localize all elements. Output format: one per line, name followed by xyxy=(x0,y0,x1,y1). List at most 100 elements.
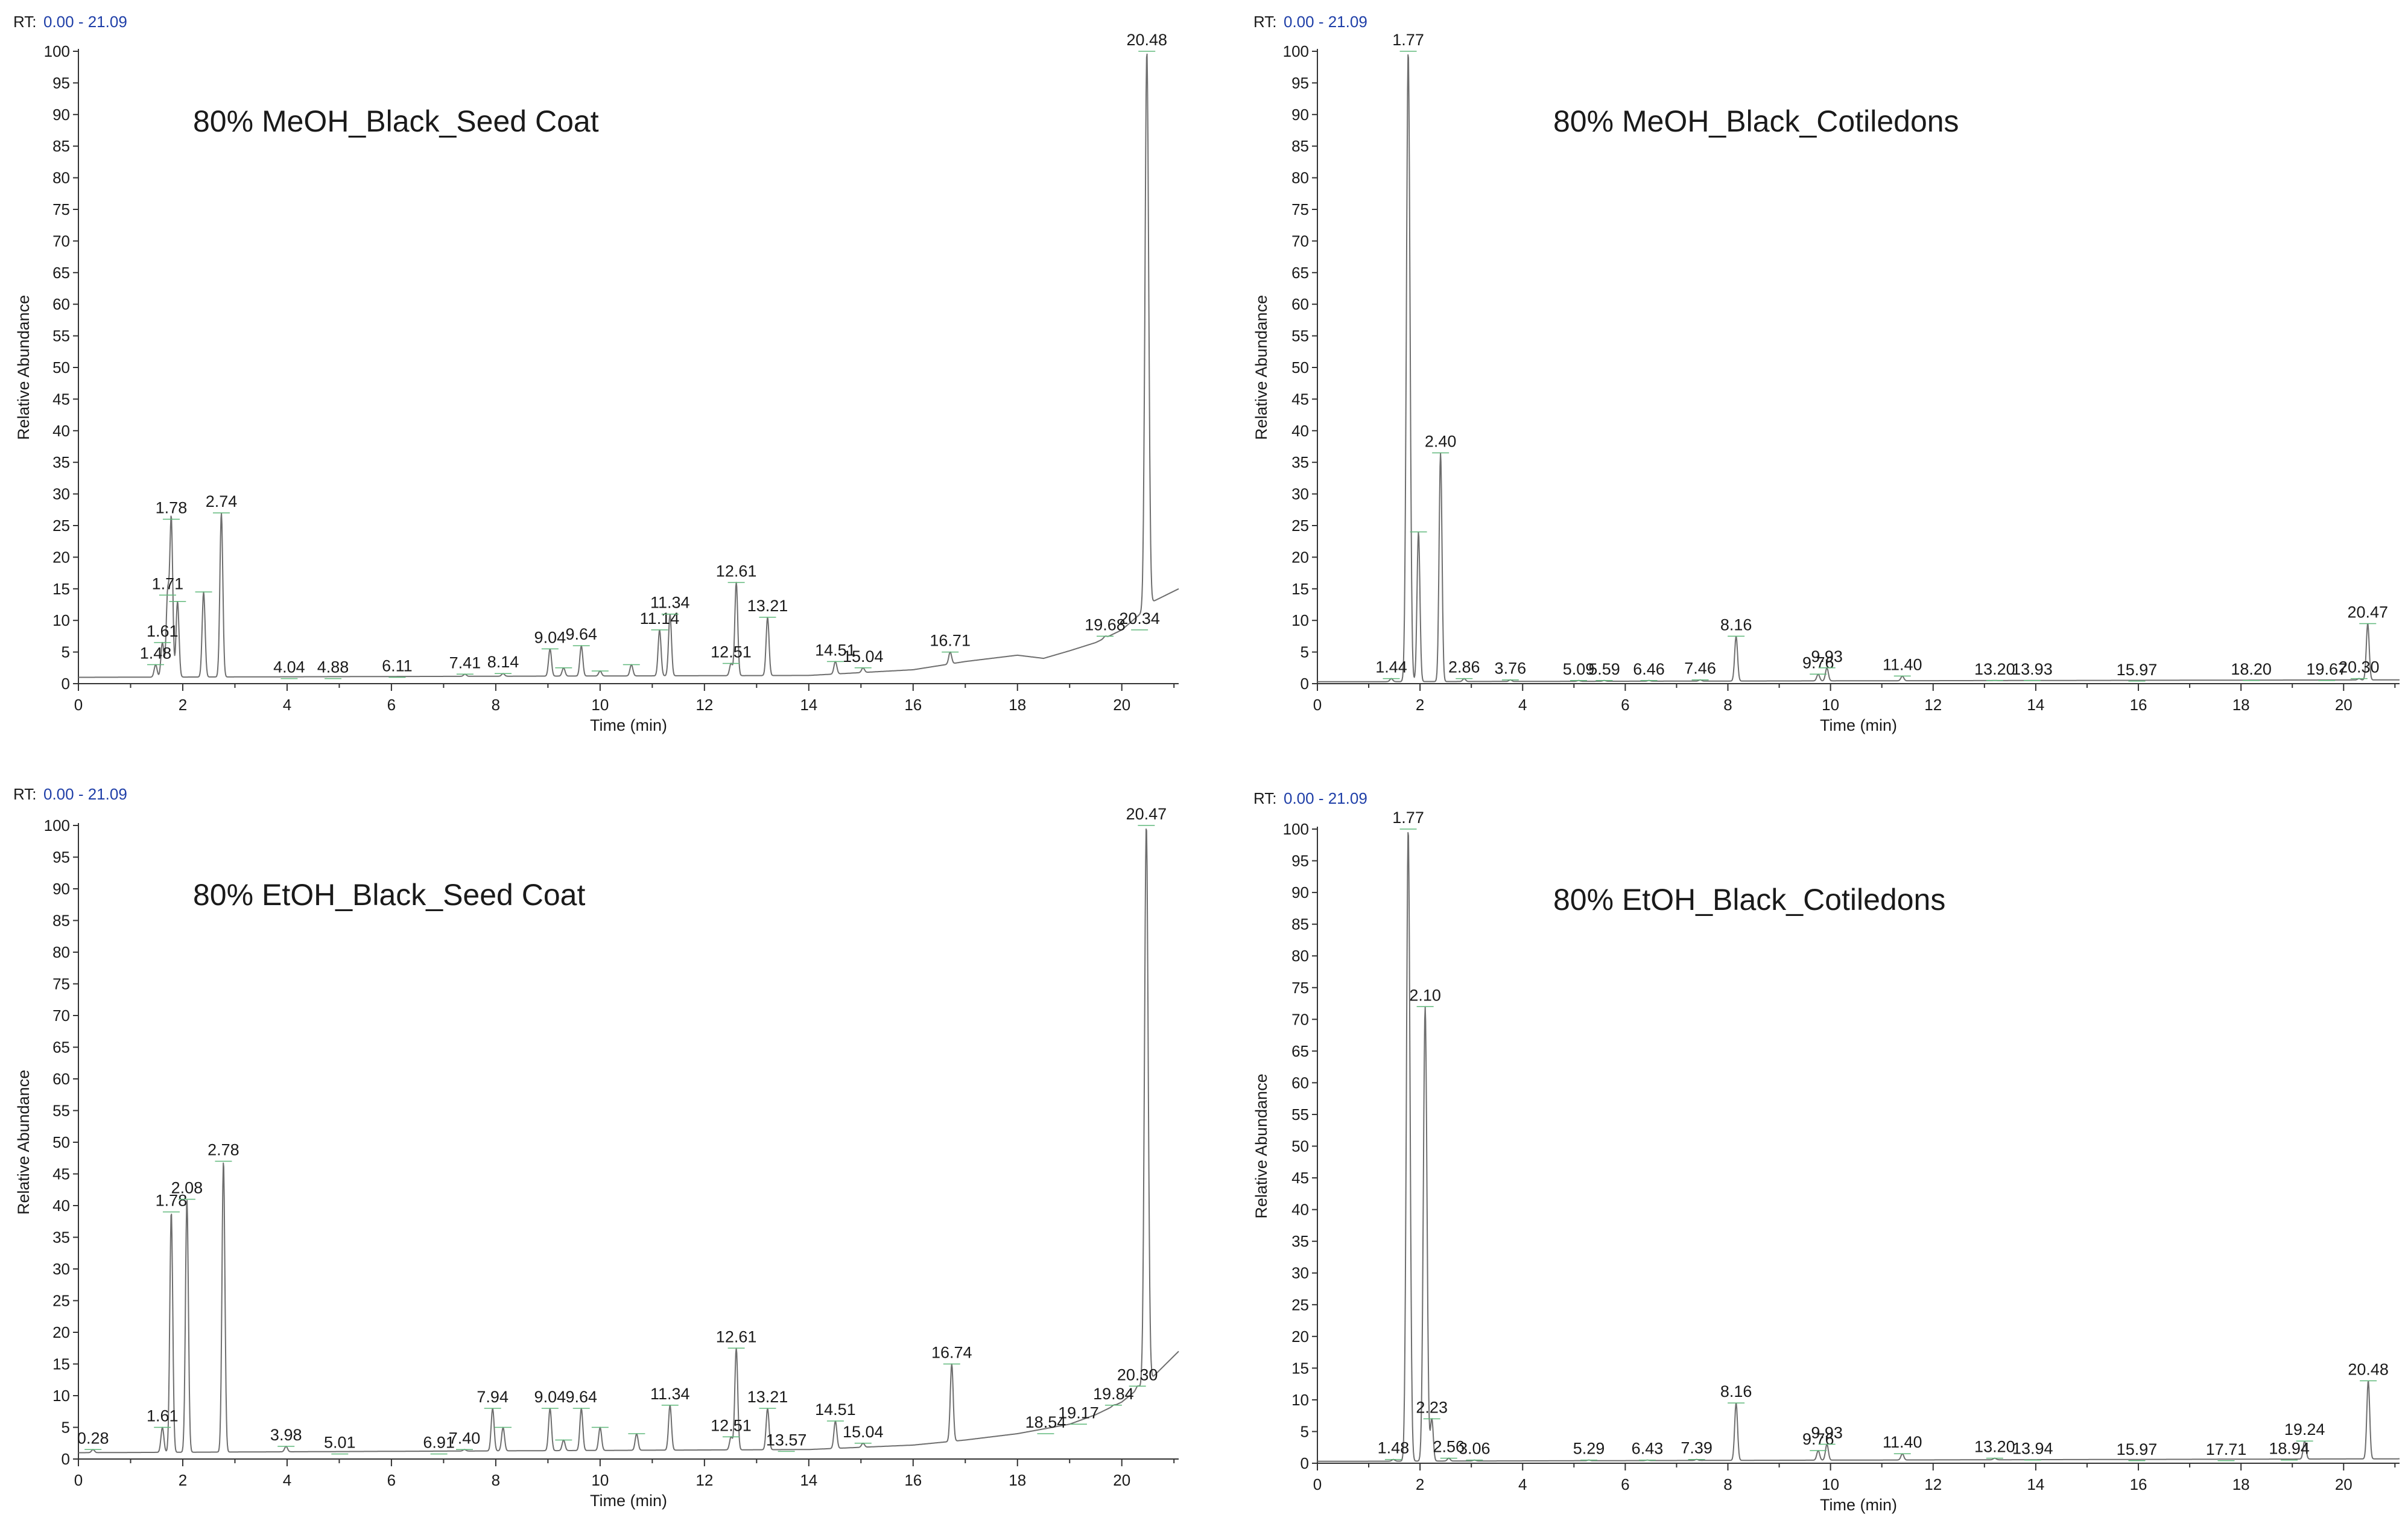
peak-label: 20.47 xyxy=(1126,805,1167,823)
y-tick-label: 65 xyxy=(1291,1042,1309,1060)
x-tick-label: 10 xyxy=(1822,1475,1839,1493)
peak-label: 20.30 xyxy=(2339,658,2380,676)
y-tick-label: 20 xyxy=(52,1323,70,1341)
x-tick-label: 0 xyxy=(74,1471,83,1489)
peak-label: 11.14 xyxy=(640,609,680,628)
peak-label: 11.40 xyxy=(1883,655,1922,673)
peak-label: 9.04 xyxy=(534,628,566,646)
peak-label: 7.41 xyxy=(449,653,481,672)
x-tick-label: 6 xyxy=(387,1471,396,1489)
y-tick-label: 0 xyxy=(1301,675,1309,693)
y-tick-label: 50 xyxy=(1291,358,1309,377)
chromatogram-trace xyxy=(78,828,1179,1454)
x-axis-title: Time (min) xyxy=(1820,716,1897,734)
peak-label: 2.56 xyxy=(1433,1438,1465,1456)
peak-label: 11.34 xyxy=(650,594,690,612)
y-tick-label: 65 xyxy=(1291,264,1309,282)
peak-label: 7.40 xyxy=(449,1429,481,1447)
x-tick-label: 20 xyxy=(1113,696,1130,714)
peak-label: 5.01 xyxy=(324,1434,356,1452)
y-tick-label: 80 xyxy=(52,169,70,187)
y-tick-label: 100 xyxy=(1283,42,1309,60)
peak-label: 13.94 xyxy=(2012,1440,2053,1458)
y-tick-label: 100 xyxy=(1283,820,1309,838)
peak-label: 7.39 xyxy=(1681,1439,1713,1457)
x-tick-label: 4 xyxy=(1518,696,1527,714)
chromatogram-trace xyxy=(78,53,1179,678)
x-tick-label: 18 xyxy=(2232,1475,2250,1493)
peak-label: 2.08 xyxy=(171,1179,203,1197)
chromatogram-panel: RT: 0.00 - 21.090510152025303540455055606… xyxy=(1252,789,2400,1514)
y-axis-title: Relative Abundance xyxy=(1252,295,1270,440)
peak-label: 13.20 xyxy=(1974,1438,2015,1456)
peak-label: 15.97 xyxy=(2117,1440,2158,1458)
x-tick-label: 8 xyxy=(492,696,500,714)
peak-label: 13.21 xyxy=(747,1388,788,1406)
y-tick-label: 10 xyxy=(52,611,70,629)
peak-label: 7.94 xyxy=(477,1388,509,1406)
peak-label: 2.23 xyxy=(1416,1398,1448,1416)
y-axis-title: Relative Abundance xyxy=(14,1070,33,1215)
x-tick-label: 6 xyxy=(387,696,396,714)
y-tick-label: 30 xyxy=(1291,1264,1309,1282)
y-tick-label: 20 xyxy=(1291,548,1309,566)
y-tick-label: 0 xyxy=(62,1450,70,1468)
y-tick-label: 70 xyxy=(1291,1010,1309,1028)
y-tick-label: 15 xyxy=(1291,1359,1309,1377)
y-tick-label: 30 xyxy=(1291,485,1309,503)
y-tick-label: 10 xyxy=(1291,1391,1309,1409)
peak-label: 13.20 xyxy=(1974,660,2015,678)
y-tick-label: 70 xyxy=(1291,232,1309,250)
y-tick-label: 90 xyxy=(52,106,70,124)
y-tick-label: 50 xyxy=(1291,1137,1309,1156)
x-tick-label: 12 xyxy=(1924,696,1942,714)
y-tick-label: 65 xyxy=(52,1038,70,1057)
x-tick-label: 18 xyxy=(2232,696,2250,714)
y-tick-label: 55 xyxy=(1291,1105,1309,1124)
x-tick-label: 4 xyxy=(1518,1475,1527,1493)
x-tick-label: 20 xyxy=(2335,696,2353,714)
y-tick-label: 85 xyxy=(52,912,70,930)
peak-label: 0.28 xyxy=(77,1429,109,1447)
peak-label: 20.48 xyxy=(2348,1360,2389,1378)
peak-label: 12.61 xyxy=(716,1327,757,1346)
rt-label: RT: xyxy=(1253,13,1277,31)
peak-label: 6.43 xyxy=(1632,1440,1664,1458)
peak-label: 8.16 xyxy=(1720,615,1752,634)
x-tick-label: 12 xyxy=(695,696,713,714)
x-tick-label: 16 xyxy=(2130,696,2147,714)
y-tick-label: 15 xyxy=(52,1355,70,1373)
chart-title: 80% MeOH_Black_Seed Coat xyxy=(193,104,599,138)
peak-label: 13.93 xyxy=(2012,660,2053,678)
y-tick-label: 35 xyxy=(1291,1232,1309,1250)
peak-label: 6.46 xyxy=(1633,660,1665,678)
peak-label: 12.51 xyxy=(711,643,752,661)
peak-label: 1.78 xyxy=(156,1192,188,1210)
peak-label: 8.14 xyxy=(487,653,519,671)
y-tick-label: 35 xyxy=(52,453,70,471)
y-tick-label: 75 xyxy=(1291,979,1309,997)
peak-label: 9.76 xyxy=(1802,653,1834,672)
y-tick-label: 100 xyxy=(44,42,70,60)
x-tick-label: 6 xyxy=(1621,696,1629,714)
y-tick-label: 60 xyxy=(1291,1073,1309,1092)
peak-label: 6.11 xyxy=(382,657,413,675)
peak-label: 16.74 xyxy=(931,1344,972,1362)
y-axis-title: Relative Abundance xyxy=(1252,1073,1270,1218)
y-tick-label: 5 xyxy=(1301,643,1309,661)
x-tick-label: 16 xyxy=(904,696,922,714)
y-tick-label: 55 xyxy=(52,1102,70,1120)
peak-label: 14.51 xyxy=(815,1400,856,1419)
x-tick-label: 10 xyxy=(1822,696,1839,714)
peak-label: 1.48 xyxy=(140,644,172,663)
y-tick-label: 30 xyxy=(52,485,70,503)
y-tick-label: 15 xyxy=(52,580,70,598)
x-axis-title: Time (min) xyxy=(590,716,667,734)
y-tick-label: 30 xyxy=(52,1260,70,1278)
y-tick-label: 95 xyxy=(52,74,70,92)
peak-label: 20.47 xyxy=(2347,603,2388,621)
peak-label: 19.24 xyxy=(2284,1420,2325,1439)
y-tick-label: 5 xyxy=(62,643,70,661)
x-tick-label: 6 xyxy=(1621,1475,1629,1493)
y-tick-label: 90 xyxy=(1291,883,1309,901)
